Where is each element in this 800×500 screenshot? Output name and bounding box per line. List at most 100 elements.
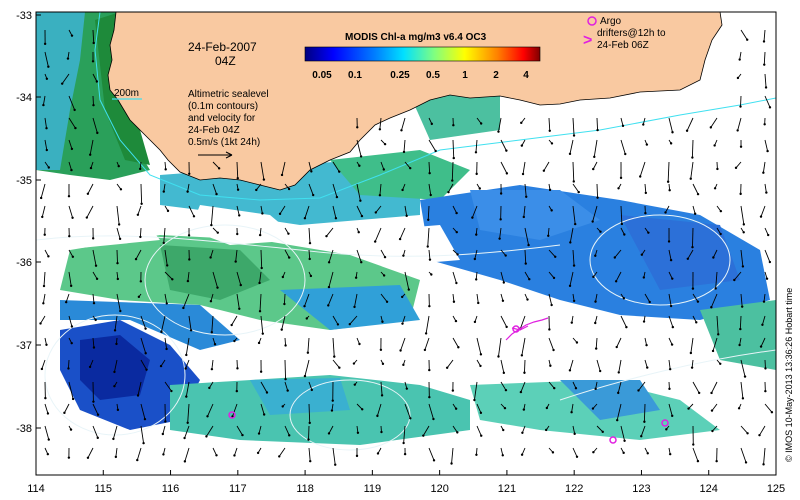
velocity-arrow xyxy=(64,403,70,414)
velocity-arrow xyxy=(41,205,46,218)
velocity-arrow-head xyxy=(696,192,700,196)
velocity-arrow xyxy=(524,249,527,264)
velocity-arrow xyxy=(284,425,290,436)
velocity-arrow xyxy=(260,403,265,415)
velocity-arrow xyxy=(184,447,190,462)
velocity-arrow xyxy=(308,161,312,172)
velocity-arrow-head xyxy=(457,346,460,349)
velocity-arrow-head xyxy=(719,362,722,365)
velocity-arrow-head xyxy=(230,323,233,327)
velocity-arrow-head xyxy=(46,412,50,415)
velocity-arrow xyxy=(304,293,310,307)
velocity-arrow-head xyxy=(524,262,527,265)
velocity-arrow xyxy=(499,227,502,239)
velocity-arrow-head xyxy=(505,149,508,152)
velocity-arrow xyxy=(547,227,550,236)
velocity-arrow xyxy=(763,29,766,42)
velocity-arrow-head xyxy=(764,389,767,393)
velocity-arrow-head xyxy=(235,389,239,393)
velocity-arrow xyxy=(668,403,673,416)
sealevel-annotation: Altimetric sealevel (0.1m contours) and … xyxy=(188,89,269,159)
velocity-arrow xyxy=(354,293,358,308)
velocity-arrow-head xyxy=(572,299,576,303)
velocity-arrow-head xyxy=(742,223,746,226)
velocity-arrow-head xyxy=(501,299,505,302)
velocity-arrow-head xyxy=(210,331,214,334)
velocity-arrow-head xyxy=(520,453,524,456)
velocity-arrow xyxy=(187,271,190,282)
velocity-arrow-head xyxy=(116,277,120,281)
velocity-arrow xyxy=(548,117,551,131)
y-tick-label: -33 xyxy=(16,10,32,22)
velocity-arrow-head xyxy=(303,374,307,378)
velocity-arrow-head xyxy=(262,413,266,416)
velocity-arrow xyxy=(185,337,190,356)
velocity-arrow xyxy=(139,227,142,237)
velocity-arrow-head xyxy=(594,347,598,350)
velocity-arrow xyxy=(87,447,94,458)
velocity-arrow-head xyxy=(622,297,626,300)
velocity-arrow-head xyxy=(592,167,595,171)
velocity-arrow-head xyxy=(139,235,142,239)
velocity-arrow-head xyxy=(758,433,761,437)
velocity-arrow-head xyxy=(309,459,312,463)
velocity-arrow xyxy=(572,161,575,182)
velocity-arrow xyxy=(140,425,145,444)
velocity-arrow xyxy=(476,403,482,414)
velocity-arrow-head xyxy=(161,432,165,436)
velocity-arrow xyxy=(212,183,217,195)
velocity-arrow xyxy=(308,403,311,423)
velocity-arrow xyxy=(428,139,437,152)
velocity-arrow-head xyxy=(671,131,674,134)
velocity-arrow-head xyxy=(478,187,481,190)
argo-drifter xyxy=(228,411,236,419)
velocity-arrow-head xyxy=(376,452,380,455)
velocity-arrow xyxy=(307,337,310,353)
velocity-arrow xyxy=(500,381,507,391)
velocity-arrow-head xyxy=(473,398,476,402)
velocity-arrow xyxy=(498,337,502,357)
argo-drifter xyxy=(661,419,669,427)
velocity-arrow xyxy=(668,271,673,279)
velocity-arrow-head xyxy=(164,420,167,423)
velocity-arrow-head xyxy=(236,232,239,236)
velocity-arrow xyxy=(572,249,575,266)
velocity-arrow-head xyxy=(430,122,434,126)
velocity-arrow xyxy=(140,337,147,354)
velocity-arrow-head xyxy=(67,367,70,370)
velocity-arrow xyxy=(668,249,672,261)
velocity-arrow xyxy=(524,271,530,280)
velocity-arrow xyxy=(259,271,262,284)
velocity-arrow xyxy=(592,161,598,170)
velocity-arrow-head xyxy=(47,166,51,169)
velocity-arrow xyxy=(332,183,338,198)
x-tick-label: 116 xyxy=(162,483,180,495)
isobath-label: 200m xyxy=(114,88,139,99)
sealevel-line-4: 0.5m/s (1kt 24h) xyxy=(188,137,260,148)
velocity-arrow-head xyxy=(719,232,722,236)
velocity-arrow-head xyxy=(474,278,478,281)
velocity-arrow xyxy=(596,183,599,198)
velocity-arrow xyxy=(308,381,313,391)
velocity-arrow-head xyxy=(647,231,650,234)
velocity-arrow-head xyxy=(691,156,694,159)
velocity-arrow-head xyxy=(73,108,76,112)
velocity-arrow xyxy=(92,337,95,348)
velocity-arrow xyxy=(164,249,168,266)
velocity-arrow xyxy=(569,139,574,154)
velocity-arrow xyxy=(690,337,694,354)
velocity-arrow xyxy=(524,183,527,197)
velocity-arrow xyxy=(764,227,769,236)
velocity-arrow-head xyxy=(739,327,742,331)
velocity-arrow xyxy=(326,227,334,237)
velocity-arrow-head xyxy=(186,421,189,425)
velocity-arrow-head xyxy=(617,187,620,190)
velocity-arrow-head xyxy=(428,395,431,399)
velocity-arrow xyxy=(356,205,363,217)
velocity-arrow-head xyxy=(358,342,361,346)
velocity-arrow-head xyxy=(45,127,48,130)
velocity-arrow-head xyxy=(118,237,122,241)
x-axis-ticks: 114 115 116 117 118 119 120 121 122 123 124 125 xyxy=(27,470,785,495)
velocity-arrow xyxy=(308,249,311,260)
velocity-arrow xyxy=(616,403,622,421)
